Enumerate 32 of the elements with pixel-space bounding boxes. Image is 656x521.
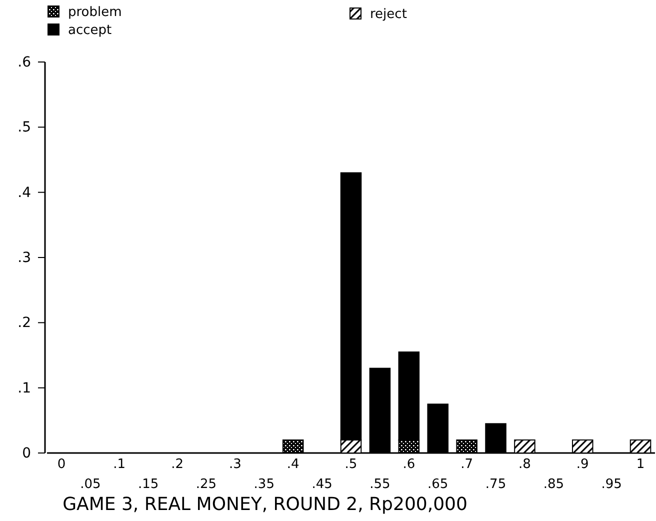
- x-tick-label: .2: [171, 457, 184, 472]
- x-tick-label: .05: [80, 477, 101, 492]
- x-tick-label: .45: [312, 477, 332, 492]
- y-tick-label: .2: [18, 315, 31, 332]
- x-tick-label: .3: [228, 457, 242, 472]
- x-tick-label: 0: [57, 457, 66, 472]
- y-tick-label: 0: [22, 445, 31, 462]
- y-tick-label: .4: [18, 184, 32, 201]
- x-tick-label: .15: [138, 477, 159, 492]
- x-tick-label: .4: [286, 457, 300, 472]
- x-tick-label: 1: [636, 457, 645, 472]
- x-tick-label: .9: [576, 457, 589, 472]
- y-tick-label: .6: [18, 54, 32, 70]
- y-tick-label: .5: [18, 120, 31, 136]
- x-tick-label: .25: [196, 477, 217, 492]
- x-tick-label: .1: [113, 457, 126, 472]
- x-tick-label: .75: [485, 477, 506, 492]
- x-tick-label: .55: [370, 477, 390, 492]
- legend-label: accept: [68, 23, 112, 38]
- x-tick-label: .8: [518, 457, 531, 472]
- x-tick-label: .95: [601, 477, 622, 492]
- x-tick-label: .65: [428, 477, 448, 492]
- x-tick-label: .5: [344, 457, 358, 472]
- legend-label: problem: [68, 5, 122, 20]
- y-tick-label: .3: [18, 250, 31, 266]
- x-tick-label: .85: [543, 477, 564, 492]
- x-tick-label: .7: [460, 457, 474, 472]
- y-tick-label: .1: [18, 380, 31, 396]
- x-tick-label: .6: [402, 457, 416, 472]
- x-tick-label: .35: [254, 477, 274, 492]
- x-axis-title: GAME 3, REAL MONEY, ROUND 2, Rp200,000: [62, 494, 468, 515]
- legend-label: reject: [370, 7, 407, 22]
